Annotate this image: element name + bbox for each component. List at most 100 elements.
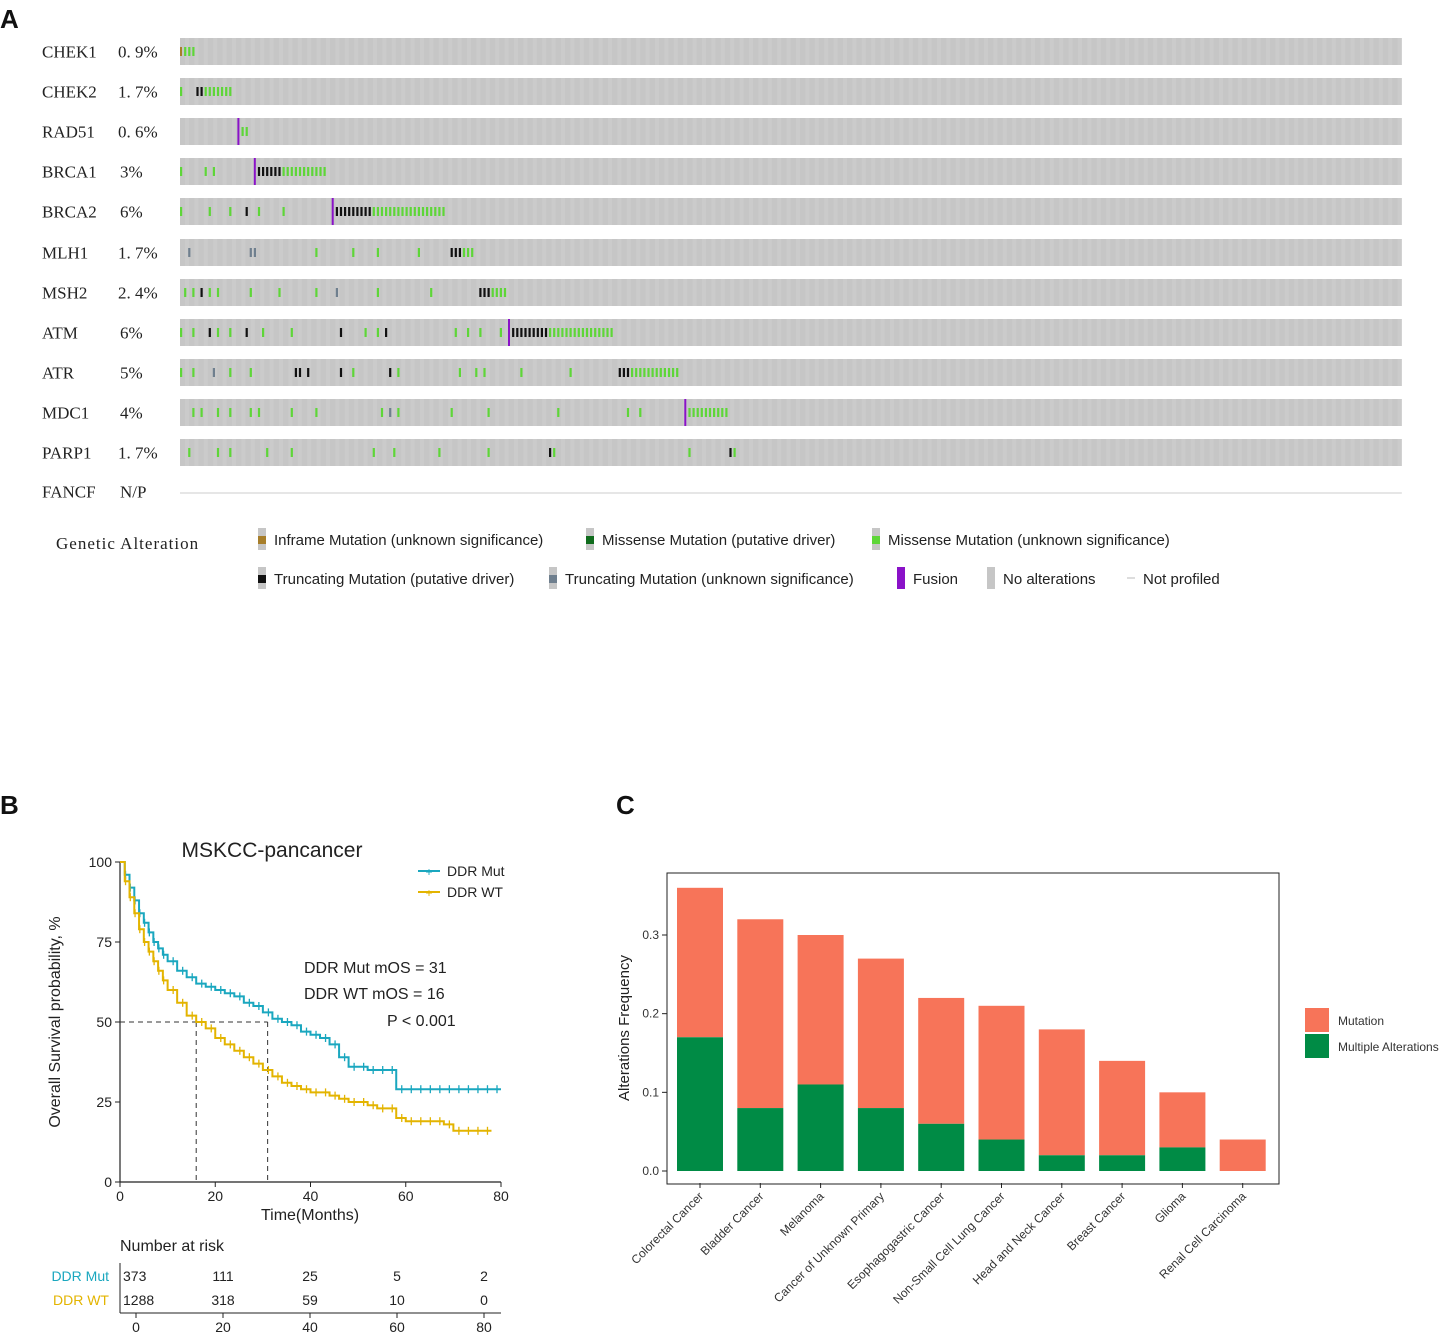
track-col — [730, 319, 735, 346]
legend-swatch — [549, 575, 557, 583]
track-col — [1284, 439, 1289, 466]
track-col — [467, 118, 471, 145]
track-col — [241, 359, 246, 386]
track-col — [1031, 118, 1035, 145]
track-col — [232, 279, 236, 306]
track-col — [514, 439, 518, 466]
track-col — [965, 239, 970, 266]
track-col — [833, 158, 838, 185]
track-col — [1284, 239, 1289, 266]
km-x-tick-label: 20 — [207, 1188, 223, 1204]
track-col — [297, 279, 302, 306]
track-col — [523, 359, 528, 386]
alteration-missense_unk — [376, 288, 379, 297]
track-col — [1237, 319, 1242, 346]
track-col — [1341, 78, 1346, 105]
gene-pct: N/P — [120, 483, 146, 502]
track-col — [1012, 399, 1017, 426]
track-col — [1237, 279, 1242, 306]
track-col — [852, 319, 857, 346]
track-col — [598, 359, 603, 386]
track-col — [260, 399, 265, 426]
track-col — [833, 239, 838, 266]
track-col — [749, 359, 753, 386]
track-col — [1237, 359, 1242, 386]
track-col — [692, 359, 697, 386]
track-col — [1078, 38, 1082, 65]
track-col — [1190, 359, 1195, 386]
track-col — [1284, 359, 1289, 386]
track-col — [1237, 118, 1242, 145]
track-col — [1002, 78, 1007, 105]
alteration-truncating_driver — [622, 368, 625, 377]
alteration-truncating_driver — [389, 368, 392, 377]
track-col — [1294, 279, 1299, 306]
track-col — [476, 239, 481, 266]
track-col — [476, 118, 481, 145]
track-col — [561, 359, 565, 386]
track-col — [655, 38, 659, 65]
track-col — [890, 439, 894, 466]
track-col — [532, 439, 537, 466]
track-col — [222, 239, 227, 266]
track-col — [1341, 118, 1346, 145]
track-col — [344, 78, 349, 105]
bar-multiple-alterations — [1159, 1147, 1206, 1171]
alteration-missense_unk — [208, 288, 211, 297]
track-col — [965, 399, 970, 426]
track-col — [1106, 158, 1111, 185]
track-col — [1162, 78, 1167, 105]
track-col — [288, 158, 293, 185]
track-col — [767, 38, 772, 65]
track-col — [777, 359, 782, 386]
track-col — [1134, 319, 1139, 346]
track-col — [636, 279, 641, 306]
track-col — [532, 158, 537, 185]
track-col — [1012, 78, 1017, 105]
track-col — [1143, 279, 1148, 306]
track-col — [1322, 38, 1327, 65]
track-col — [617, 319, 622, 346]
track-col — [326, 38, 330, 65]
track-col — [702, 399, 706, 426]
track-col — [523, 158, 528, 185]
track-col — [946, 439, 951, 466]
track-col — [410, 239, 415, 266]
track-col — [673, 279, 678, 306]
track-col — [739, 359, 744, 386]
track-col — [955, 279, 960, 306]
bar-legend-label: Mutation — [1338, 1014, 1384, 1028]
track-col — [758, 198, 763, 225]
track-col — [692, 198, 697, 225]
track-col — [1247, 359, 1252, 386]
track-col — [946, 359, 951, 386]
track-col — [213, 399, 218, 426]
risk-x-tick-label: 20 — [215, 1319, 231, 1333]
alteration-missense_unk — [565, 328, 568, 337]
track-col — [279, 78, 283, 105]
track-col — [1078, 198, 1082, 225]
track-col — [1360, 239, 1364, 266]
track-col — [297, 239, 302, 266]
risk-row-label: DDR WT — [53, 1292, 109, 1308]
track-col — [485, 158, 490, 185]
track-col — [316, 439, 321, 466]
track-col — [984, 359, 988, 386]
track-col — [1256, 359, 1261, 386]
bar-y-tick-label: 0.3 — [642, 928, 659, 942]
track-col — [683, 38, 688, 65]
track-col — [702, 78, 706, 105]
track-col — [241, 158, 246, 185]
track-col — [561, 279, 565, 306]
track-col — [1049, 118, 1054, 145]
track-col — [984, 118, 988, 145]
track-col — [1266, 359, 1270, 386]
alteration-missense_unk — [631, 368, 634, 377]
track-col — [448, 399, 453, 426]
track-col — [1322, 158, 1327, 185]
track-col — [1059, 38, 1064, 65]
track-col — [1153, 399, 1158, 426]
track-col — [1115, 359, 1120, 386]
bar-mutation — [737, 919, 784, 1109]
track-col — [730, 279, 735, 306]
